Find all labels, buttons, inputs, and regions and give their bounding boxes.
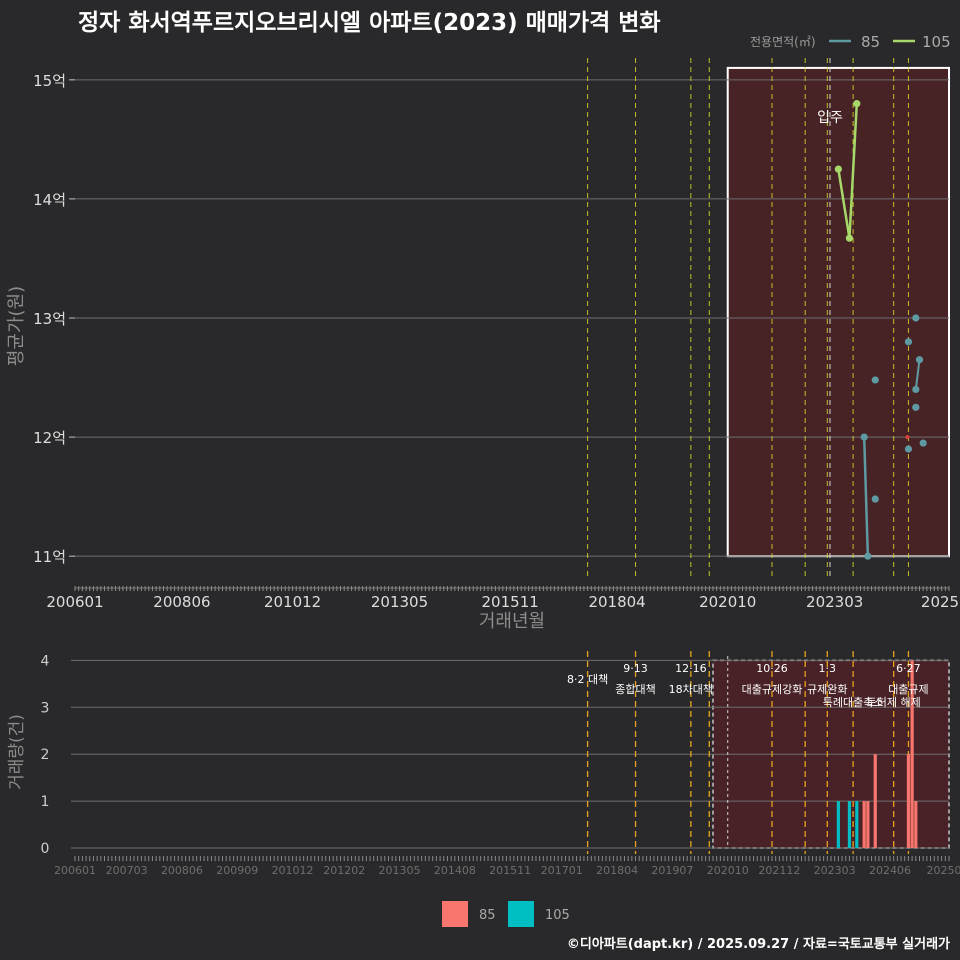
marks-layer (834, 100, 927, 848)
volume-x-tick-label: 201305 (379, 864, 421, 877)
policy-name-label: 특례대출축소 (823, 696, 884, 709)
volume-y-axis-label: 거래량(건) (7, 714, 27, 790)
price-x-tick-label: 201012 (264, 593, 321, 611)
series-105-point (834, 165, 842, 173)
policy-name-label: 규제완화 (807, 683, 847, 696)
policy-name-label: 18차대책 (669, 683, 713, 696)
policy-date-label: 1·3 (819, 662, 837, 675)
legend-label-105: 105 (922, 33, 951, 51)
price-highlight-box (726, 66, 951, 558)
volume-x-tick-label: 202112 (758, 864, 800, 877)
price-y-tick-label: 15억 (33, 72, 66, 90)
series-85-point (860, 433, 868, 441)
volume-bar-105 (855, 801, 859, 848)
price-y-tick-label: 14억 (33, 191, 66, 209)
volume-x-tick-label: 202406 (869, 864, 911, 877)
price-y-axis-label: 평균가(원) (6, 286, 27, 366)
price-x-tick-label: 201511 (482, 593, 539, 611)
policy-line-layer (586, 58, 910, 854)
volume-x-tick-label: 200703 (106, 864, 148, 877)
policy-name-label: 토허제 해제 (867, 695, 921, 709)
policy-date-label: 10·26 (756, 662, 788, 675)
volume-bar-85 (866, 801, 870, 848)
policy-name-label: 대출규제 (888, 683, 928, 696)
volume-x-tick-label: 200806 (161, 864, 203, 877)
price-y-tick-label: 13억 (33, 310, 66, 328)
occupancy-annotation: 입주 (817, 110, 843, 126)
series-85-point (864, 552, 872, 560)
volume-bar-85 (862, 801, 866, 848)
volume-legend: 85 105 (442, 901, 570, 927)
volume-bar-85 (914, 801, 918, 848)
volume-x-tick-label: 200909 (216, 864, 258, 877)
series-85-point (904, 338, 913, 346)
series-85-point (904, 445, 913, 453)
series-85-point (871, 495, 879, 503)
volume-x-tick-label: 201701 (541, 864, 583, 877)
series-85-line (862, 437, 870, 557)
shade-layer (712, 66, 951, 849)
series-85-line (914, 359, 921, 390)
grid-layer (71, 79, 949, 849)
volume-y-tick-label: 3 (41, 700, 50, 716)
volume-y-tick-label: 4 (41, 653, 50, 669)
legend-swatch-85 (442, 901, 468, 927)
series-85-point (912, 403, 920, 411)
volume-x-tick-label: 201907 (651, 864, 693, 877)
price-x-tick-label: 2025 (921, 593, 959, 611)
policy-name-label: 종합대책 (615, 683, 655, 696)
price-y-tick-label: 11억 (33, 548, 66, 566)
volume-x-tick-label: 201408 (434, 864, 476, 877)
price-x-tick-label: 202303 (806, 593, 863, 611)
policy-date-label: 9·13 (623, 662, 648, 675)
footer-credit: ©디아파트(dapt.kr) / 2025.09.27 / 자료=국토교통부 실… (567, 936, 950, 952)
series-85-point (912, 385, 920, 394)
volume-legend-label-105: 105 (545, 908, 570, 923)
volume-x-tick-label: 201012 (272, 864, 314, 877)
series-105-point (853, 100, 861, 108)
volume-x-tick-label: 202010 (707, 864, 749, 877)
series-85-point (912, 314, 920, 322)
volume-x-tick-label: 201804 (596, 864, 638, 877)
series-85-point (919, 439, 927, 447)
volume-bar-85 (906, 754, 911, 848)
volume-bar-85 (873, 754, 877, 848)
price-legend: 전용면적(㎡) 85 105 (750, 33, 951, 51)
price-x-tick-label: 202010 (699, 593, 756, 611)
policy-name-label: 8·2 대책 (567, 673, 608, 686)
policy-name-label: 대출규제강화 (742, 683, 803, 696)
legend-swatch-105 (508, 901, 534, 927)
legend-label-85: 85 (861, 33, 880, 51)
volume-x-tick-label: 201202 (323, 864, 365, 877)
volume-bar-105 (836, 801, 840, 848)
volume-x-tick-label: 202303 (814, 864, 856, 877)
policy-date-label: 6·27 (896, 662, 921, 675)
volume-x-tick-label: 201511 (489, 864, 531, 877)
volume-y-tick-label: 0 (41, 841, 50, 857)
price-x-axis-label: 거래년월 (479, 611, 545, 632)
price-x-tick-label: 201804 (588, 593, 645, 611)
price-x-tick-label: 200601 (46, 593, 103, 611)
price-y-tick-label: 12억 (33, 429, 66, 447)
volume-bar-85 (910, 660, 914, 848)
policy-date-label: 12·16 (675, 662, 707, 675)
volume-y-tick-label: 1 (41, 794, 50, 810)
volume-x-tick-label: 200601 (54, 864, 96, 877)
price-legend-title: 전용면적(㎡) (750, 35, 816, 49)
volume-legend-label-85: 85 (479, 908, 496, 923)
volume-x-tick-label: 20250 (927, 864, 960, 877)
price-x-tick-label: 200806 (153, 593, 210, 611)
volume-y-tick-label: 2 (41, 747, 50, 763)
price-x-tick-label: 201305 (371, 593, 428, 611)
series-85-point (905, 435, 910, 440)
chart-title: 정자 화서역푸르지오브리시엘 아파트(2023) 매매가격 변화 (78, 10, 661, 36)
series-105-point (845, 234, 854, 242)
series-85-point (871, 376, 879, 384)
series-85-point (915, 356, 924, 364)
volume-bar-105 (847, 801, 852, 848)
